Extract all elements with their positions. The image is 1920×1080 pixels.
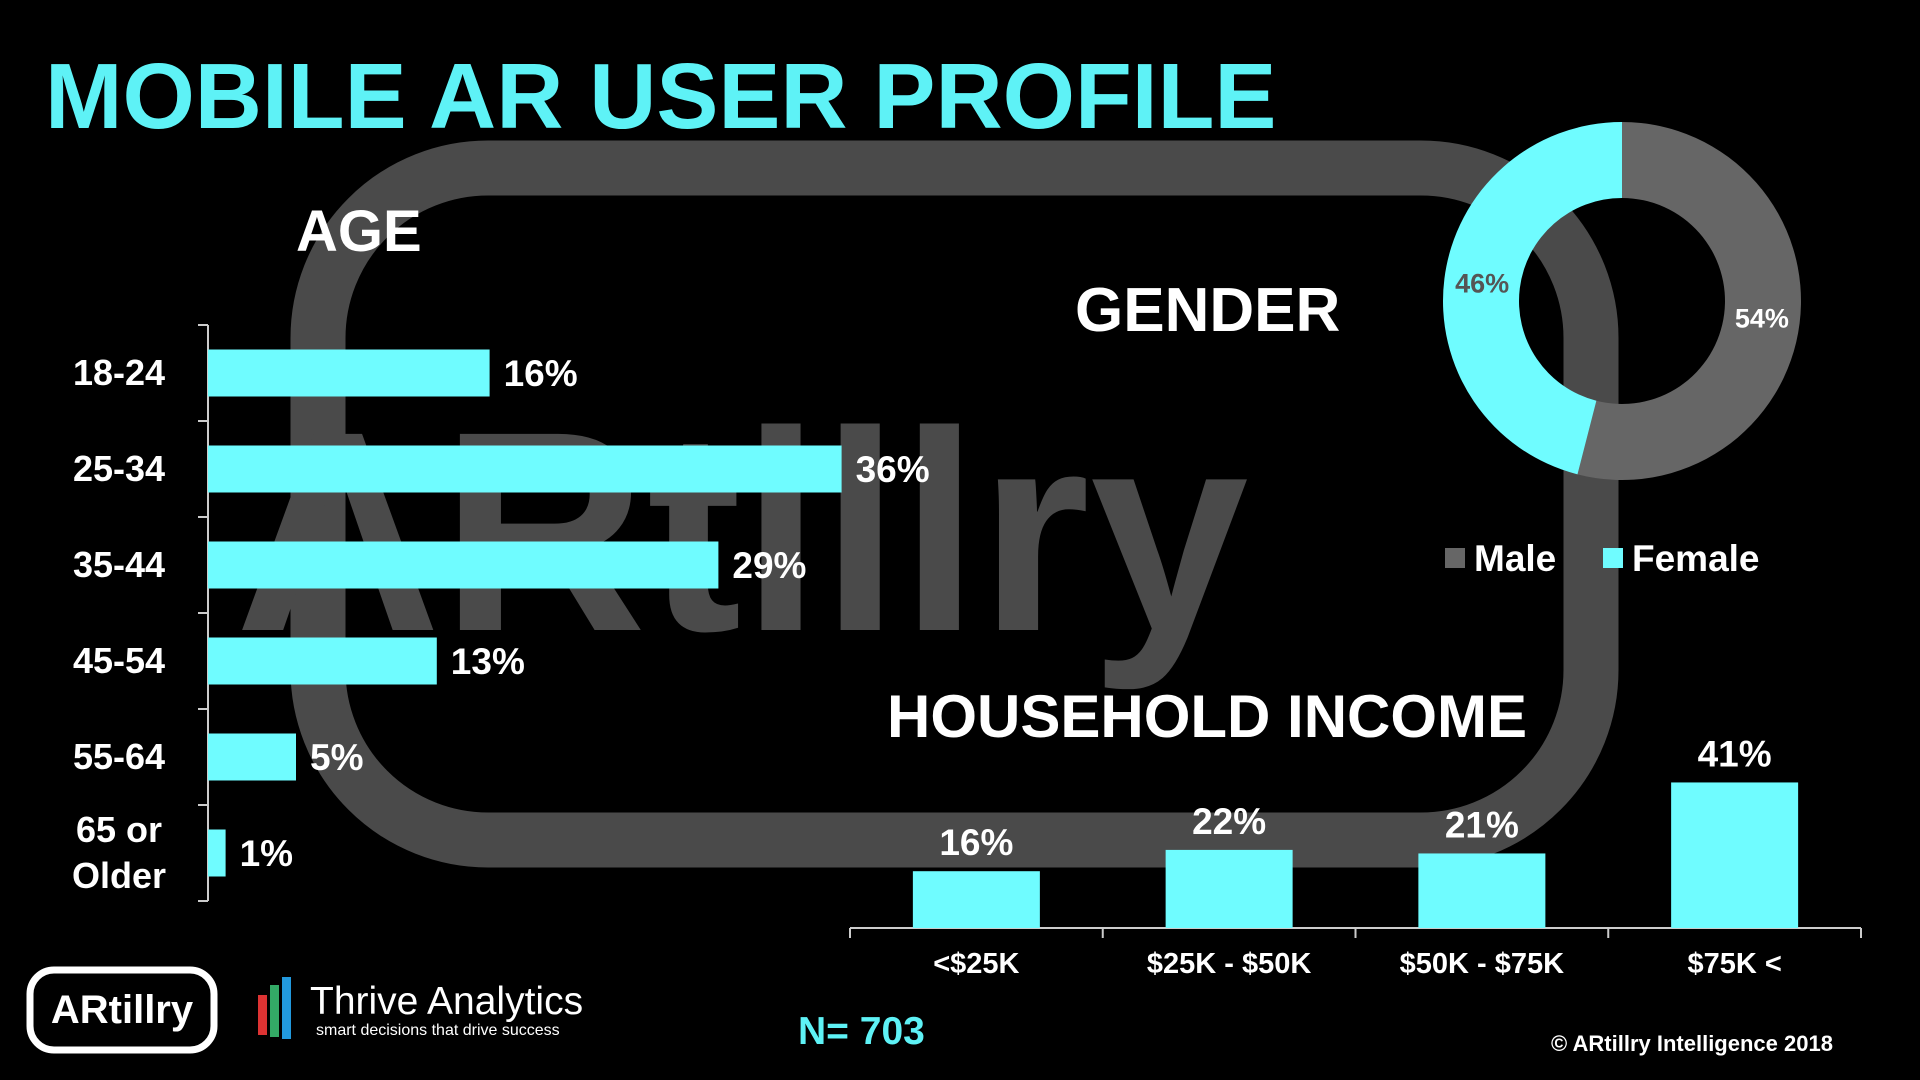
chart-title: HOUSEHOLD INCOME — [887, 683, 1527, 750]
value-label: 1% — [240, 833, 293, 874]
copyright: © ARtillry Intelligence 2018 — [1551, 1031, 1833, 1056]
y-tick-label: 45-54 — [72, 640, 166, 681]
legend-swatch — [1445, 548, 1465, 568]
value-label: 16% — [939, 822, 1013, 863]
pie-slice — [1443, 122, 1622, 475]
y-tick-label: 35-44 — [72, 544, 166, 585]
watermark-frame — [290, 140, 1619, 868]
value-label: 21% — [1445, 804, 1519, 845]
bar — [208, 829, 226, 877]
logo-frame — [26, 966, 218, 1054]
sample-size: N= 703 — [798, 1010, 925, 1053]
legend-label: Female — [1632, 538, 1760, 579]
partner-tagline: smart decisions that drive success — [316, 1022, 560, 1039]
value-label: 41% — [1698, 733, 1772, 774]
value-label: 16% — [504, 353, 578, 394]
value-label: 29% — [732, 545, 806, 586]
value-label: 36% — [856, 449, 930, 490]
chart-title: AGE — [296, 199, 422, 264]
bar — [208, 445, 842, 493]
pie-slice — [1577, 122, 1801, 481]
legend-label: Male — [1474, 538, 1556, 579]
y-tick-label: 25-34 — [72, 448, 166, 489]
bar — [208, 541, 719, 589]
partner-name: Thrive Analytics — [310, 980, 583, 1023]
footer: ARtillry Thrive Analytics smart decision… — [26, 966, 1833, 1056]
bar — [208, 349, 490, 397]
bar — [912, 871, 1040, 928]
x-tick-label: <$25K — [933, 948, 1019, 980]
x-tick-label: $25K - $50K — [1147, 948, 1311, 980]
page-title: MOBILE AR USER PROFILE — [45, 44, 1276, 148]
chart-title: GENDER — [1075, 276, 1340, 345]
value-label: 22% — [1192, 801, 1266, 842]
y-tick-label: 18-24 — [72, 352, 166, 393]
y-tick-label: 65 or Older — [71, 809, 167, 896]
value-label: 46% — [1455, 268, 1509, 298]
logo-bar — [282, 977, 291, 1039]
x-tick-label: $50K - $75K — [1400, 948, 1564, 980]
bar — [208, 637, 437, 685]
value-label: 5% — [310, 737, 363, 778]
logo-bar — [270, 985, 279, 1037]
bar — [1418, 853, 1546, 928]
x-tick-label: $75K < — [1687, 948, 1781, 980]
y-tick-label: 55-64 — [72, 736, 166, 777]
logo-text: ARtillry — [51, 988, 194, 1032]
bar — [1165, 849, 1293, 928]
value-label: 13% — [451, 641, 525, 682]
bar — [208, 733, 296, 781]
value-label: 54% — [1735, 304, 1789, 334]
logo-bar — [258, 995, 267, 1035]
bar — [1671, 782, 1799, 928]
legend-swatch — [1603, 548, 1623, 568]
